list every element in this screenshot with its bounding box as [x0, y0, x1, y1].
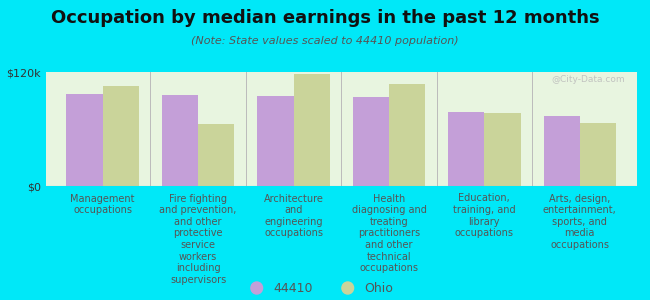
Text: @City-Data.com: @City-Data.com: [552, 75, 625, 84]
Text: (Note: State values scaled to 44410 population): (Note: State values scaled to 44410 popu…: [191, 36, 459, 46]
Text: Management
occupations: Management occupations: [70, 194, 135, 215]
Bar: [353, 97, 389, 186]
Bar: [198, 124, 235, 186]
Bar: [294, 74, 330, 186]
Bar: [580, 123, 616, 186]
Text: Health
diagnosing and
treating
practitioners
and other
technical
occupations: Health diagnosing and treating practitio…: [352, 194, 426, 273]
Bar: [448, 112, 484, 186]
Bar: [484, 113, 521, 186]
Bar: [389, 84, 425, 186]
Text: Fire fighting
and prevention,
and other
protective
service
workers
including
sup: Fire fighting and prevention, and other …: [159, 194, 237, 285]
Bar: [162, 95, 198, 186]
Bar: [543, 116, 580, 186]
Text: Occupation by median earnings in the past 12 months: Occupation by median earnings in the pas…: [51, 9, 599, 27]
Text: Architecture
and
engineering
occupations: Architecture and engineering occupations: [264, 194, 324, 238]
Text: Education,
training, and
library
occupations: Education, training, and library occupat…: [453, 194, 515, 238]
Text: Ohio: Ohio: [364, 281, 393, 295]
Text: 44410: 44410: [273, 281, 313, 295]
Bar: [103, 86, 139, 186]
Bar: [257, 96, 294, 186]
Bar: [66, 94, 103, 186]
Text: Arts, design,
entertainment,
sports, and
media
occupations: Arts, design, entertainment, sports, and…: [543, 194, 617, 250]
